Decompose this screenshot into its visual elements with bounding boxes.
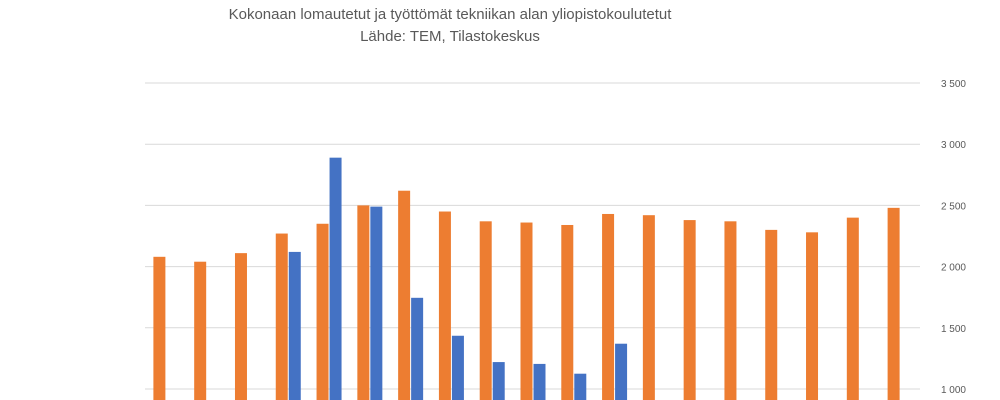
y-tick-label: 3 500 — [941, 79, 966, 90]
bar-series-2 — [574, 373, 587, 400]
bar-series-1 — [398, 190, 411, 400]
bar-series-1 — [194, 261, 207, 400]
bar-series-2 — [492, 362, 505, 400]
bar-series-1 — [765, 229, 778, 400]
chart-subtitle: Lähde: TEM, Tilastokeskus — [360, 28, 540, 45]
bars — [153, 157, 900, 400]
bar-series-1 — [642, 215, 655, 400]
bar-series-1 — [316, 223, 329, 400]
bar-series-1 — [479, 221, 492, 400]
bar-series-1 — [602, 213, 615, 400]
chart-title: Kokonaan lomautetut ja työttömät tekniik… — [228, 6, 672, 23]
bar-series-1 — [683, 220, 696, 400]
bar-series-2 — [451, 335, 464, 400]
bar-series-1 — [275, 233, 288, 400]
bar-series-1 — [520, 222, 533, 400]
bar-series-1 — [846, 217, 859, 400]
bar-series-1 — [561, 224, 574, 400]
bar-series-2 — [370, 206, 383, 400]
bar-series-1 — [438, 211, 451, 400]
y-tick-label: 1 000 — [941, 385, 966, 396]
bar-series-2 — [329, 157, 342, 400]
y-tick-label: 2 000 — [941, 263, 966, 274]
bar-series-2 — [411, 297, 424, 400]
y-tick-label: 2 500 — [941, 201, 966, 212]
y-tick-label: 3 000 — [941, 140, 966, 151]
bar-series-1 — [724, 221, 737, 400]
bar-series-1 — [357, 205, 370, 400]
bar-series-2 — [533, 363, 546, 400]
bar-series-1 — [806, 232, 819, 400]
bar-series-1 — [153, 256, 166, 400]
bar-series-2 — [615, 343, 628, 400]
y-axis-tick-labels: 1 000 1 500 2 000 2 500 3 000 3 500 — [941, 79, 966, 396]
bar-series-1 — [887, 207, 900, 400]
bar-series-1 — [234, 253, 247, 400]
bar-series-2 — [288, 251, 301, 400]
chart-title-block: Kokonaan lomautetut ja työttömät tekniik… — [0, 4, 900, 48]
y-tick-label: 1 500 — [941, 324, 966, 335]
